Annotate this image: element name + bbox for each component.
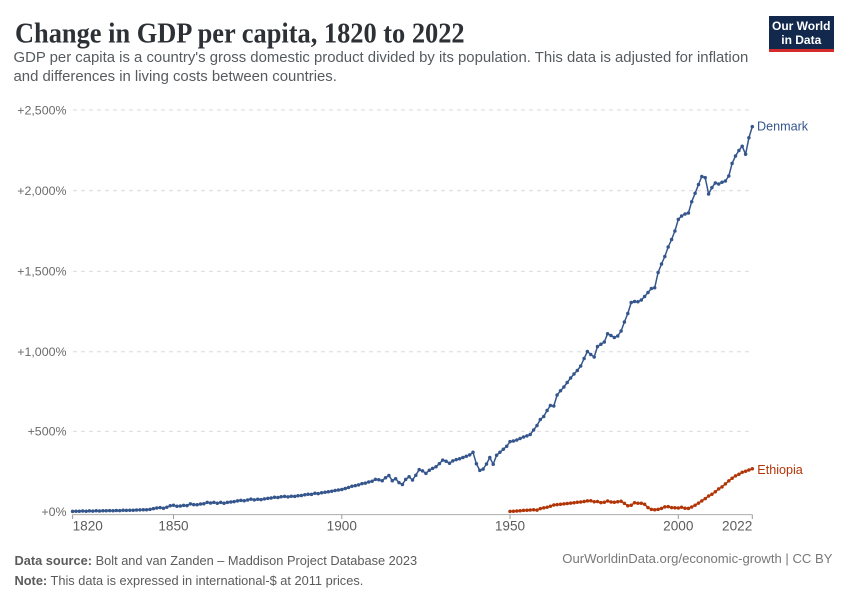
svg-text:2022: 2022 bbox=[722, 519, 752, 534]
svg-text:1950: 1950 bbox=[495, 519, 526, 534]
svg-text:+0%: +0% bbox=[41, 505, 66, 519]
svg-text:+1,500%: +1,500% bbox=[17, 265, 66, 279]
svg-text:1900: 1900 bbox=[327, 519, 358, 534]
svg-text:+2,500%: +2,500% bbox=[17, 103, 66, 117]
svg-text:+500%: +500% bbox=[28, 425, 67, 439]
svg-text:+1,000%: +1,000% bbox=[17, 345, 66, 359]
svg-text:+2,000%: +2,000% bbox=[17, 184, 66, 198]
svg-text:1820: 1820 bbox=[73, 519, 104, 534]
svg-text:Denmark: Denmark bbox=[757, 120, 809, 134]
svg-text:Ethiopia: Ethiopia bbox=[757, 463, 803, 477]
svg-text:1850: 1850 bbox=[158, 519, 189, 534]
svg-text:2000: 2000 bbox=[663, 519, 694, 534]
